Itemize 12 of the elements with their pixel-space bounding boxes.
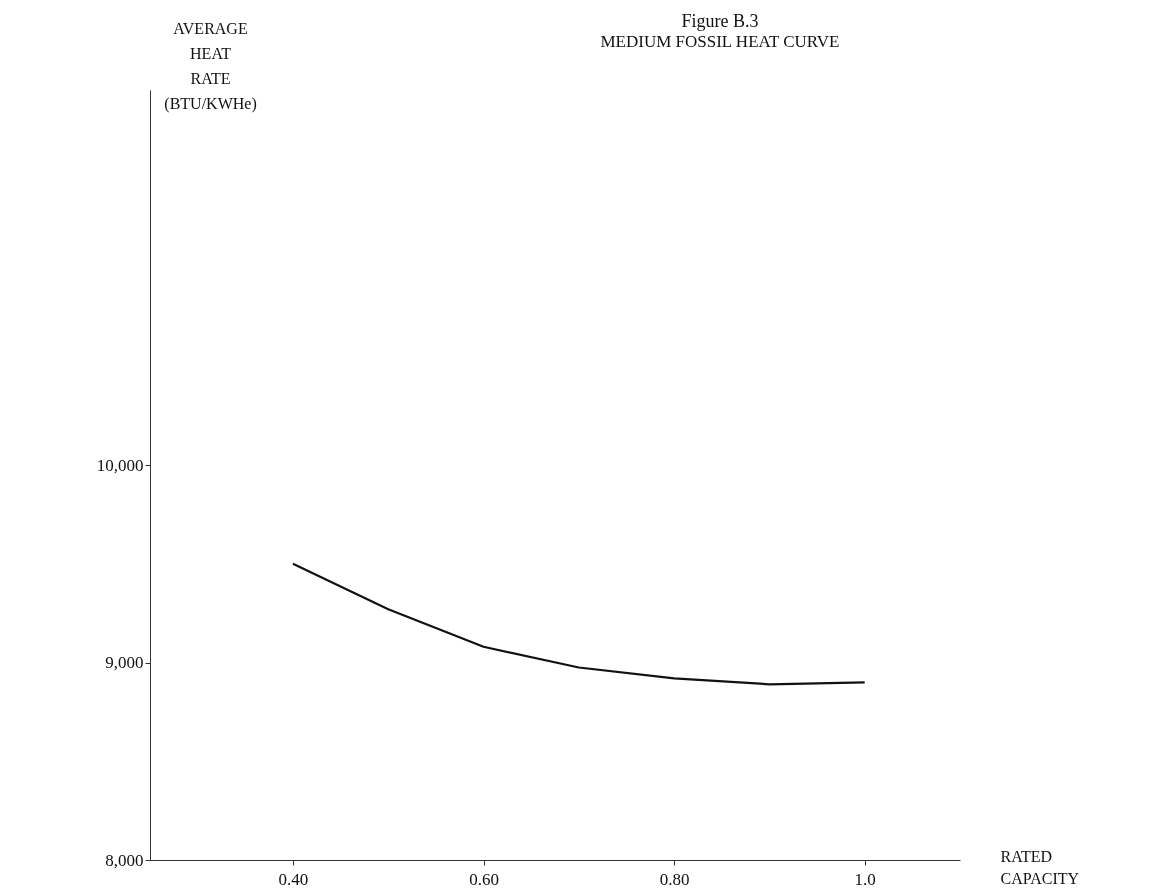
x-tick-label: 0.40	[278, 869, 309, 888]
chart-title: Figure B.3	[681, 11, 759, 31]
y-tick-label: 10,000	[96, 455, 144, 475]
y-tick-label: 8,000	[105, 850, 144, 870]
x-tick-label: 0.80	[659, 869, 690, 888]
line-series	[291, 562, 866, 686]
chart-subtitle: MEDIUM FOSSIL HEAT CURVE	[600, 32, 840, 51]
y-axis-title: AVERAGE HEAT RATE (BTU/KWHe)	[164, 19, 257, 113]
x-tick-label: 0.60	[469, 869, 499, 888]
y-tick-label: 9,000	[105, 653, 144, 673]
x-axis-title: RATED CAPACITY	[1000, 847, 1080, 887]
x-tick-label: 1.0	[854, 869, 876, 888]
